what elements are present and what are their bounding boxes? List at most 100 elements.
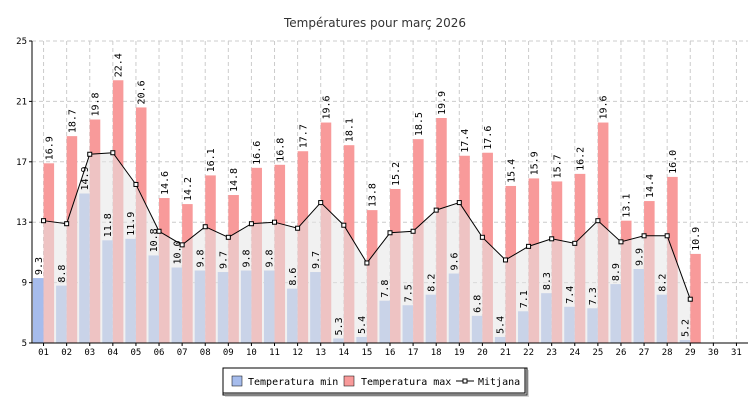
x-tick-label: 30 bbox=[708, 348, 719, 358]
data-label-max: 14.6 bbox=[160, 171, 171, 195]
y-tick-label: 9 bbox=[22, 279, 27, 289]
data-label-max: 16.0 bbox=[668, 150, 679, 174]
x-tick-label: 08 bbox=[200, 348, 211, 358]
data-label-min: 8.2 bbox=[657, 274, 668, 292]
x-tick-label: 28 bbox=[662, 348, 673, 358]
x-tick-label: 21 bbox=[500, 348, 511, 358]
bar-min bbox=[33, 278, 44, 343]
mean-point bbox=[572, 240, 578, 246]
data-label-min: 9.8 bbox=[265, 249, 276, 267]
x-tick-label: 27 bbox=[639, 348, 650, 358]
data-label-min: 8.2 bbox=[426, 274, 437, 292]
x-tick-label: 07 bbox=[177, 348, 188, 358]
mean-point bbox=[64, 221, 70, 227]
mean-line-layer bbox=[41, 150, 693, 302]
mean-point bbox=[687, 296, 693, 302]
x-tick-label: 11 bbox=[269, 348, 280, 358]
x-tick-label: 09 bbox=[223, 348, 234, 358]
data-label-min: 5.2 bbox=[680, 319, 691, 337]
legend-marker-mean bbox=[462, 378, 468, 384]
data-label-min: 7.4 bbox=[565, 286, 576, 304]
mean-point bbox=[664, 233, 670, 239]
mean-point bbox=[502, 257, 508, 263]
x-tick-label: 24 bbox=[569, 348, 580, 358]
x-tick-label: 25 bbox=[592, 348, 603, 358]
legend-swatch-min bbox=[231, 375, 243, 387]
data-label-max: 14.8 bbox=[229, 168, 240, 192]
data-label-max: 16.9 bbox=[44, 136, 55, 160]
mean-point bbox=[364, 260, 370, 266]
x-tick-label: 12 bbox=[292, 348, 303, 358]
mean-point bbox=[87, 151, 93, 157]
legend-label-mean: Mitjana bbox=[478, 377, 520, 388]
x-tick-label: 13 bbox=[315, 348, 326, 358]
x-tick-label: 06 bbox=[154, 348, 165, 358]
data-label-min: 9.6 bbox=[450, 252, 461, 270]
data-label-max: 15.7 bbox=[552, 154, 563, 178]
mean-point bbox=[410, 228, 416, 234]
data-label-max: 16.6 bbox=[252, 141, 263, 165]
data-label-max: 19.9 bbox=[437, 91, 448, 115]
x-tick-label: 16 bbox=[385, 348, 396, 358]
data-label-min: 5.3 bbox=[334, 317, 345, 335]
x-tick-label: 20 bbox=[477, 348, 488, 358]
data-label-min: 8.8 bbox=[57, 265, 68, 283]
mean-point bbox=[179, 242, 185, 248]
x-tick-label: 05 bbox=[131, 348, 142, 358]
data-label-min: 7.5 bbox=[403, 284, 414, 302]
x-tick-label: 19 bbox=[454, 348, 465, 358]
data-label-min: 8.9 bbox=[611, 263, 622, 281]
y-tick-label: 13 bbox=[16, 218, 27, 228]
mean-point bbox=[618, 239, 624, 245]
chart-title: Températures pour març 2026 bbox=[283, 16, 466, 30]
data-label-min: 11.9 bbox=[126, 212, 137, 236]
legend-label-max: Temperatura max bbox=[361, 377, 451, 388]
mean-band-layer bbox=[43, 152, 691, 343]
data-label-max: 14.4 bbox=[645, 174, 656, 198]
x-tick-label: 26 bbox=[616, 348, 627, 358]
data-label-max: 18.5 bbox=[414, 112, 425, 136]
x-tick-label: 02 bbox=[61, 348, 72, 358]
legend-label-min: Temperatura min bbox=[248, 377, 338, 388]
mean-point bbox=[41, 218, 47, 224]
data-label-max: 17.7 bbox=[298, 124, 309, 148]
mean-point bbox=[387, 230, 393, 236]
data-label-min: 9.8 bbox=[242, 249, 253, 267]
mean-point bbox=[526, 243, 532, 249]
x-tick-label: 23 bbox=[546, 348, 557, 358]
data-label-max: 19.6 bbox=[321, 95, 332, 119]
mean-point bbox=[156, 228, 162, 234]
data-label-max: 15.4 bbox=[506, 159, 517, 183]
legend: Temperatura min Temperatura max Mitjana bbox=[222, 367, 529, 397]
data-label-min: 7.3 bbox=[588, 287, 599, 305]
data-label-max: 13.1 bbox=[622, 194, 633, 218]
bar-max bbox=[690, 253, 701, 343]
mean-point bbox=[272, 219, 278, 225]
data-label-max: 15.2 bbox=[391, 162, 402, 186]
data-label-max: 22.4 bbox=[114, 53, 125, 77]
data-label-max: 20.6 bbox=[137, 80, 148, 104]
data-labels-layer: 9.3 16.9 8.8 18.7 14.9 19.8 11.8 22.4 11.9 20.6 10… bbox=[34, 53, 702, 337]
data-label-max: 17.4 bbox=[460, 129, 471, 153]
data-label-min: 6.8 bbox=[473, 295, 484, 313]
data-label-min: 8.6 bbox=[288, 268, 299, 286]
data-label-min: 9.3 bbox=[34, 257, 45, 275]
x-tick-label: 17 bbox=[408, 348, 419, 358]
y-tick-label: 25 bbox=[16, 37, 27, 47]
data-label-min: 8.3 bbox=[542, 272, 553, 290]
legend-frame bbox=[222, 367, 526, 394]
data-label-min: 7.8 bbox=[380, 280, 391, 298]
data-label-max: 16.1 bbox=[206, 148, 217, 172]
data-label-max: 16.8 bbox=[275, 138, 286, 162]
mean-point bbox=[202, 224, 208, 230]
data-label-min: 10.8 bbox=[149, 228, 160, 252]
data-label-max: 15.9 bbox=[529, 151, 540, 175]
mean-point bbox=[479, 234, 485, 240]
mean-point bbox=[641, 233, 647, 239]
mean-point bbox=[133, 181, 139, 187]
mean-point bbox=[341, 222, 347, 228]
mean-point bbox=[110, 150, 116, 156]
data-label-min: 9.7 bbox=[219, 251, 230, 269]
x-tick-label: 31 bbox=[731, 348, 742, 358]
